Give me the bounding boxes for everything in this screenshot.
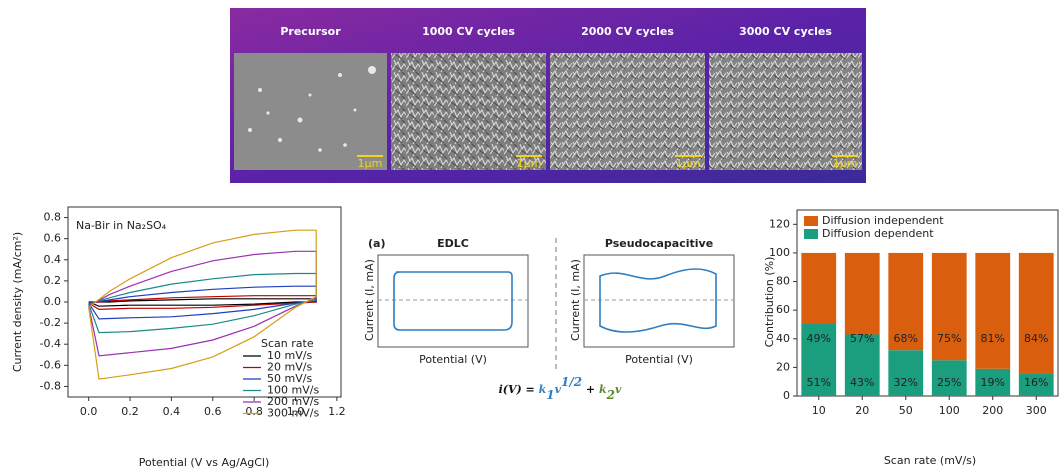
x-tick-label: 0.8 [245,405,263,418]
y-axis-label: Contribution (%) [763,257,776,348]
x-tick-label: 0.0 [80,405,98,418]
scale-bar-label: 1μm [358,157,383,170]
panel-label: 2000 CV cycles [581,25,674,38]
edlc-curve [394,272,512,330]
bar-segment [1019,253,1054,373]
y-axis-label: Current density (mA/cm²) [11,232,24,372]
x-tick-label: 0.4 [163,405,181,418]
sem-image [391,53,546,170]
value-label: 16% [1024,376,1048,389]
panel-label: 1000 CV cycles [422,25,515,38]
x-tick-label: 0.2 [121,405,139,418]
schematic-y-label: Current (I, mA) [569,259,582,341]
legend-label: 300 mV/s [267,407,319,420]
x-tick-label: 200 [982,404,1003,417]
value-label: 25% [937,376,961,389]
scale-bar-label: 1μm [833,157,858,170]
legend-label: Diffusion dependent [822,227,934,240]
schematic-x-label: Potential (V) [419,353,487,366]
annotation: Na-Bir in Na₂SO₄ [76,219,167,232]
scale-bar-label: 1μm [517,157,542,170]
schematic-y-label: Current (I, mA) [363,259,376,341]
value-label: 32% [894,376,918,389]
y-tick-label: -0.2 [40,316,61,329]
panel-label: Precursor [280,25,341,38]
value-label: 51% [807,376,831,389]
value-label: 19% [981,376,1005,389]
x-tick-label: 1.2 [328,405,346,418]
x-axis-label: Potential (V vs Ag/AgCl) [139,456,270,469]
sem-image [550,53,705,170]
value-label: 84% [1024,332,1048,345]
sem-image [709,53,862,170]
sem-image [234,53,387,170]
schematic-title: Pseudocapacitive [605,237,713,250]
plot-box [584,255,734,347]
y-tick-label: 0.6 [44,232,62,245]
scale-bar-label: 1μm [676,157,701,170]
value-label: 43% [850,376,874,389]
y-tick-label: 0.4 [44,253,62,266]
bar-segment [801,253,836,323]
equation-part: 2 [606,388,615,402]
schematic-title: EDLC [437,237,469,250]
schematic [378,238,734,372]
equation: i(V) = k1v1/2 + k2v [499,375,622,402]
y-tick-label: 80 [776,275,790,288]
legend-swatch [804,229,818,239]
legend-swatch [804,216,818,226]
x-tick-label: 0.6 [204,405,222,418]
y-tick-label: -0.6 [40,358,61,371]
plot-box [378,255,528,347]
y-tick-label: -0.8 [40,379,61,392]
equation-part: v [615,383,622,396]
schematic-x-label: Potential (V) [625,353,693,366]
y-tick-label: 0.2 [44,274,62,287]
bar-segment [845,253,880,335]
y-tick-label: 0.0 [44,295,62,308]
bar-segment [975,253,1010,369]
bar-segment [888,350,923,396]
value-label: 68% [894,332,918,345]
value-label: 49% [807,332,831,345]
legend-label: Diffusion independent [822,214,944,227]
panel-label: (a) [368,237,385,250]
y-tick-label: 20 [776,360,790,373]
equation-part: + [582,383,599,396]
y-tick-label: -0.4 [40,337,61,350]
panel-label: 3000 CV cycles [739,25,832,38]
value-label: 75% [937,332,961,345]
x-axis-label: Scan rate (mV/s) [884,454,976,467]
y-tick-label: 40 [776,332,790,345]
x-tick-label: 100 [939,404,960,417]
y-tick-label: 0 [783,389,790,402]
y-tick-label: 0.8 [44,211,62,224]
x-tick-label: 20 [855,404,869,417]
x-tick-label: 10 [812,404,826,417]
equation-part: 1/2 [561,375,582,389]
y-tick-label: 60 [776,303,790,316]
x-tick-label: 50 [899,404,913,417]
value-label: 81% [981,332,1005,345]
x-tick-label: 300 [1026,404,1047,417]
equation-part: 1 [546,388,554,402]
figure: Precursor 1μm 1000 CV cycles 1μm 2000 CV cyc… [0,0,1059,470]
equation-part: i(V) = [499,383,539,396]
y-tick-label: 120 [769,217,790,230]
value-label: 57% [850,332,874,345]
